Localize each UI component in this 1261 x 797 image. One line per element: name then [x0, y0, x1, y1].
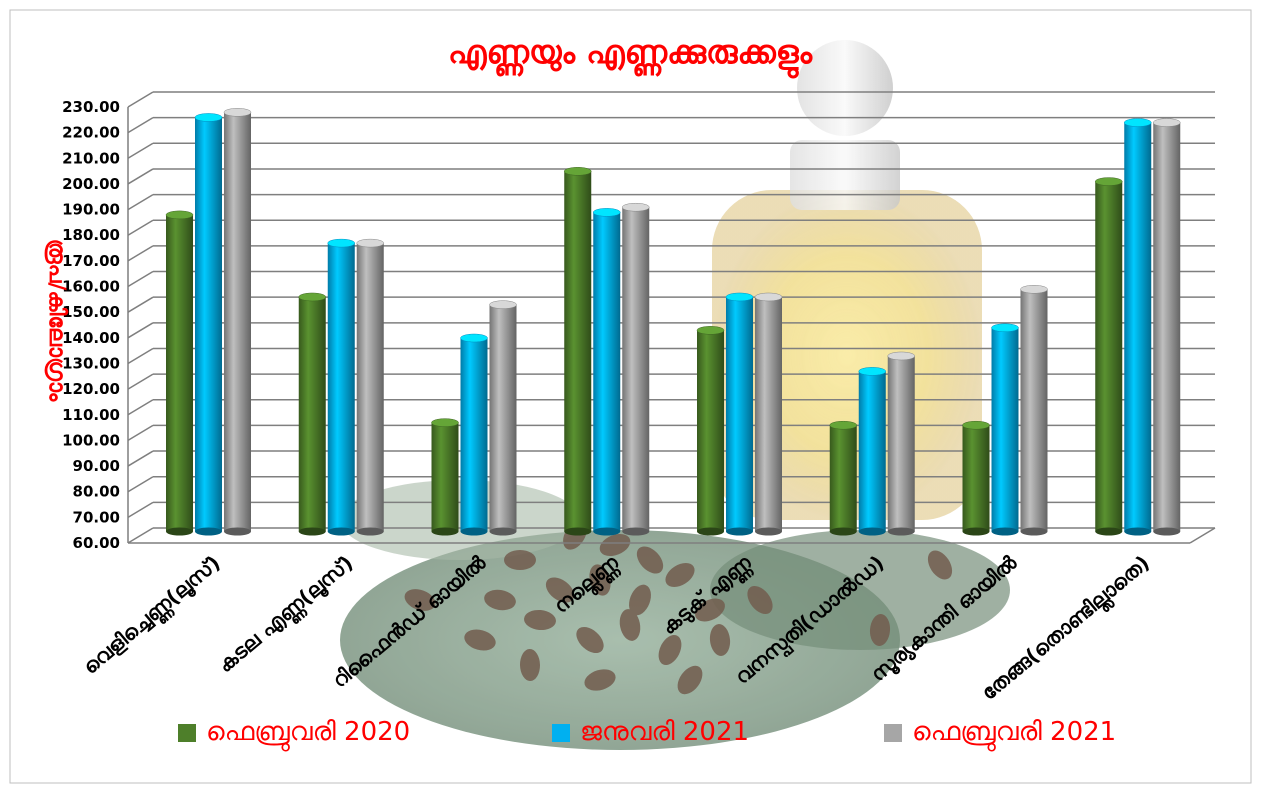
gridline-diagonal: [127, 270, 154, 288]
bar-1-5: [696, 326, 725, 536]
gridline-diagonal: [127, 373, 154, 390]
gridline-diagonal: [127, 91, 154, 108]
y-tick-label: 80.00: [73, 483, 120, 501]
bar-3-4: [622, 202, 650, 536]
bar-3-1: [223, 108, 252, 536]
bar-3-5: [754, 292, 783, 536]
legend-label: ജനുവരി 2021: [580, 717, 749, 747]
gridline-diagonal: [127, 142, 154, 159]
bar-1-4: [564, 167, 592, 536]
legend-swatch: [884, 724, 902, 742]
y-tick-label: 120.00: [62, 380, 120, 398]
legend-swatch: [552, 724, 570, 742]
bar-2-7: [991, 323, 1019, 536]
legend-label: ഫെബ്രുവരി 2021: [912, 717, 1116, 751]
bar-1-3: [431, 418, 459, 536]
y-tick-label: 100.00: [62, 431, 120, 449]
y-tick-label: 70.00: [73, 508, 120, 526]
bar-2-4: [593, 208, 621, 536]
bar-3-3: [489, 300, 517, 536]
bar-1-8: [1095, 177, 1123, 536]
y-tick-label: 150.00: [62, 303, 120, 321]
y-tick-label: 170.00: [62, 252, 120, 270]
bar-2-2: [327, 238, 355, 536]
gridline-diagonal: [127, 193, 154, 211]
bar-2-3: [460, 333, 488, 536]
gridline-diagonal: [127, 245, 154, 262]
gridline-diagonal: [127, 527, 154, 544]
bars: [165, 108, 1181, 536]
legend-label: ഫെബ്രുവരി 2020: [206, 717, 410, 751]
bar-1-2: [298, 292, 326, 536]
bar-3-8: [1153, 118, 1181, 536]
gridline-diagonal: [127, 501, 154, 518]
bar-3-2: [356, 238, 384, 536]
gridline-diagonal: [127, 347, 154, 365]
gridline-diagonal: [127, 117, 154, 134]
y-tick-label: 200.00: [62, 175, 120, 193]
gridline-diagonal: [127, 219, 154, 236]
y-tick-label: 230.00: [62, 98, 120, 116]
gridline-diagonal: [127, 322, 154, 339]
gridline-diagonal: [127, 296, 154, 313]
y-tick-label: 110.00: [62, 406, 120, 424]
bar-1-6: [829, 420, 857, 536]
y-tick-label: 190.00: [62, 201, 120, 219]
floor-edge: [1189, 527, 1216, 544]
y-tick-label: 220.00: [62, 124, 120, 142]
y-tick-label: 130.00: [62, 354, 120, 372]
gridline-diagonal: [127, 476, 154, 493]
bar-2-6: [858, 367, 886, 536]
bar-2-5: [725, 292, 754, 536]
legend: ഫെബ്രുവരി 2020 ജനുവരി 2021 ഫെബ്രുവരി 2021: [178, 717, 1116, 751]
y-tick-label: 210.00: [62, 149, 120, 167]
y-tick-label: 90.00: [73, 457, 120, 475]
bar-1-7: [962, 420, 990, 536]
bar-3-7: [1020, 285, 1048, 536]
bar-2-1: [194, 113, 223, 536]
legend-swatch: [178, 724, 196, 742]
bar-2-8: [1124, 118, 1152, 536]
y-axis: 60.00 70.00 80.00 90.00 100.00 110.00 120.00 13…: [62, 98, 1216, 552]
y-axis-title: രൂപ/കിലോഗ്രാം: [44, 239, 69, 402]
background-oil-bottle-image: [340, 40, 1010, 750]
y-tick-label: 140.00: [62, 329, 120, 347]
gridline-diagonal: [127, 450, 154, 467]
y-tick-label: 180.00: [62, 226, 120, 244]
gridline-diagonal: [127, 424, 154, 442]
bar-3-6: [887, 351, 915, 536]
gridline-diagonal: [127, 399, 154, 416]
bar-1-1: [165, 210, 194, 536]
gridline-diagonal: [127, 168, 154, 185]
y-tick-label: 60.00: [73, 534, 120, 552]
y-tick-label: 160.00: [62, 278, 120, 296]
